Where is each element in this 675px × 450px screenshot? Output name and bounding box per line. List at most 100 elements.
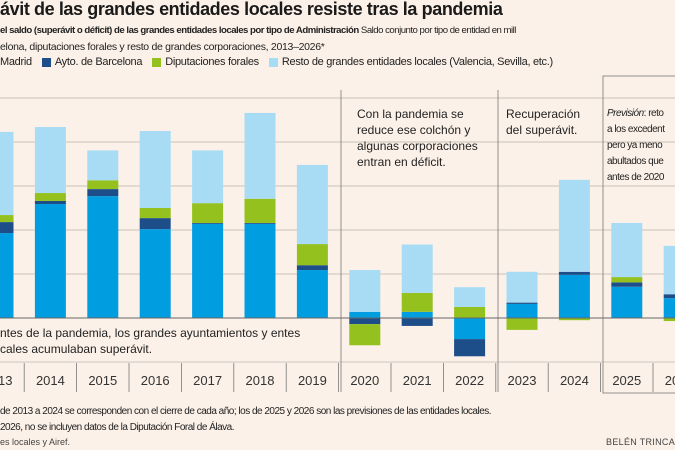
annotation-line: cales acumulaban superávit. [0,342,153,356]
bar-segment [87,189,119,197]
bar-segment [0,215,14,223]
bar-segment [611,222,643,278]
chart-subtitle-line2: elona, diputaciones forales y resto de g… [0,41,325,53]
bar-segment [34,127,66,194]
legend-item: Diputaciones forales [152,56,259,68]
annotation-line: Recuperación [506,107,581,121]
annotation-pandemic: Con la pandemia se reduce ese colchón y … [357,106,478,170]
x-tick-label: 2025 [612,373,641,388]
x-tick-label: 2015 [88,373,117,388]
annotation-line: a los excedent [607,124,665,135]
bar-segment [558,179,590,272]
x-tick-label: 2021 [403,373,432,388]
author-credit: BELÉN TRINCA [606,437,675,447]
bar-segment [454,287,486,307]
annotation-recovery: Recuperación del superávit. [506,106,580,138]
source: es locales y Airef. [0,437,71,447]
subtitle-rest: Saldo conjunto por tipo de entidad en mi… [358,25,517,36]
annotation-line: Con la pandemia se [357,107,464,121]
bar-segment [192,150,224,204]
bar-segment [87,180,119,190]
x-tick-label: 2024 [560,373,589,388]
bar-segment [34,193,66,201]
legend-label: Madrid [0,56,32,68]
legend-item: Ayto. de Barcelona [41,56,143,68]
bar-segment [611,286,643,318]
bar-segment [139,229,171,318]
annotation-line: ntes de la pandemia, los grandes ayuntam… [0,326,301,340]
annotation-italic: Previsión [607,108,644,119]
x-tick-label: 2019 [298,373,327,388]
forecast-box [602,75,675,394]
annotation-line: : reto [643,108,664,119]
bar-segment [506,318,538,330]
footnote: de 2013 a 2024 se corresponden con el ci… [0,406,492,417]
annotation-line: pero ya meno [607,140,663,151]
bar-segment [611,282,643,287]
bar-segment [401,311,433,318]
bar-segment [139,218,171,230]
bar-segment [139,131,171,208]
annotation-line: antes de 2020 [607,172,664,183]
bar-segment [0,131,14,216]
bar-segment [0,222,14,234]
legend-label: Diputaciones forales [165,56,259,68]
legend-item: Madrid [0,56,32,68]
bar-segment [87,150,119,181]
annotation-line: reduce ese colchón y [357,123,471,137]
chart-subtitle: el saldo (superávit o déficit) de las gr… [0,25,516,36]
annotation-line: entran en déficit. [357,155,446,169]
bar-segment [454,318,486,340]
annotation-forecast: Previsión: reto a los excedent pero ya m… [607,106,673,186]
bar-segment [34,200,66,205]
x-tick-label: 2016 [141,373,170,388]
bar-segment [192,222,224,224]
x-tick-label: 2018 [246,373,275,388]
bar-segment [244,223,276,318]
bar-segment [401,318,433,326]
bar-segment [192,203,224,223]
x-tick-label: 2026 [665,373,675,388]
x-tick-label: 2023 [508,373,537,388]
legend-item: Resto de grandes entidades locales (Vale… [268,56,553,68]
annotation-line: del superávit. [506,123,578,137]
bar-segment [454,339,486,357]
bar-segment [663,298,675,318]
bar-segment [506,302,538,304]
legend: Madrid Ayto. de Barcelona Diputaciones for… [0,56,553,68]
bar-segment [506,303,538,318]
bar-segment [611,277,643,283]
bar-segment [87,196,119,318]
bar-segment [663,245,675,295]
bar-segment [0,233,14,318]
bar-segment [34,204,66,318]
footnotes: de 2013 a 2024 se corresponden con el ci… [0,404,492,436]
bar-segment [296,244,328,266]
annotation-line: algunas corporaciones [357,139,478,153]
annotation-line: abultados que [607,156,664,167]
bar-segment [244,222,276,224]
chart-title: ávit de las grandes entidades locales re… [0,0,503,19]
x-tick-label: 2013 [0,373,12,388]
bar-segment [349,318,381,325]
bar-segment [558,274,590,318]
bar-segment [349,270,381,312]
bar-segment [296,270,328,318]
legend-label: Resto de grandes entidades locales (Vale… [281,56,553,68]
bar-segment [349,311,381,318]
bar-segment [663,294,675,299]
bar-segment [349,324,381,346]
bar-segment [558,271,590,275]
legend-swatch [152,57,162,67]
bar-segment [401,244,433,293]
bar-segment [244,112,276,199]
x-tick-label: 2022 [455,373,484,388]
bar-segment [663,318,675,322]
legend-label: Ayto. de Barcelona [54,56,143,68]
bar-segment [454,307,486,318]
bar-segment [296,265,328,271]
subtitle-bold: el saldo (superávit o déficit) de las gr… [0,25,359,36]
bar-segment [558,318,590,321]
bar-segment [296,164,328,245]
legend-swatch [41,57,51,67]
